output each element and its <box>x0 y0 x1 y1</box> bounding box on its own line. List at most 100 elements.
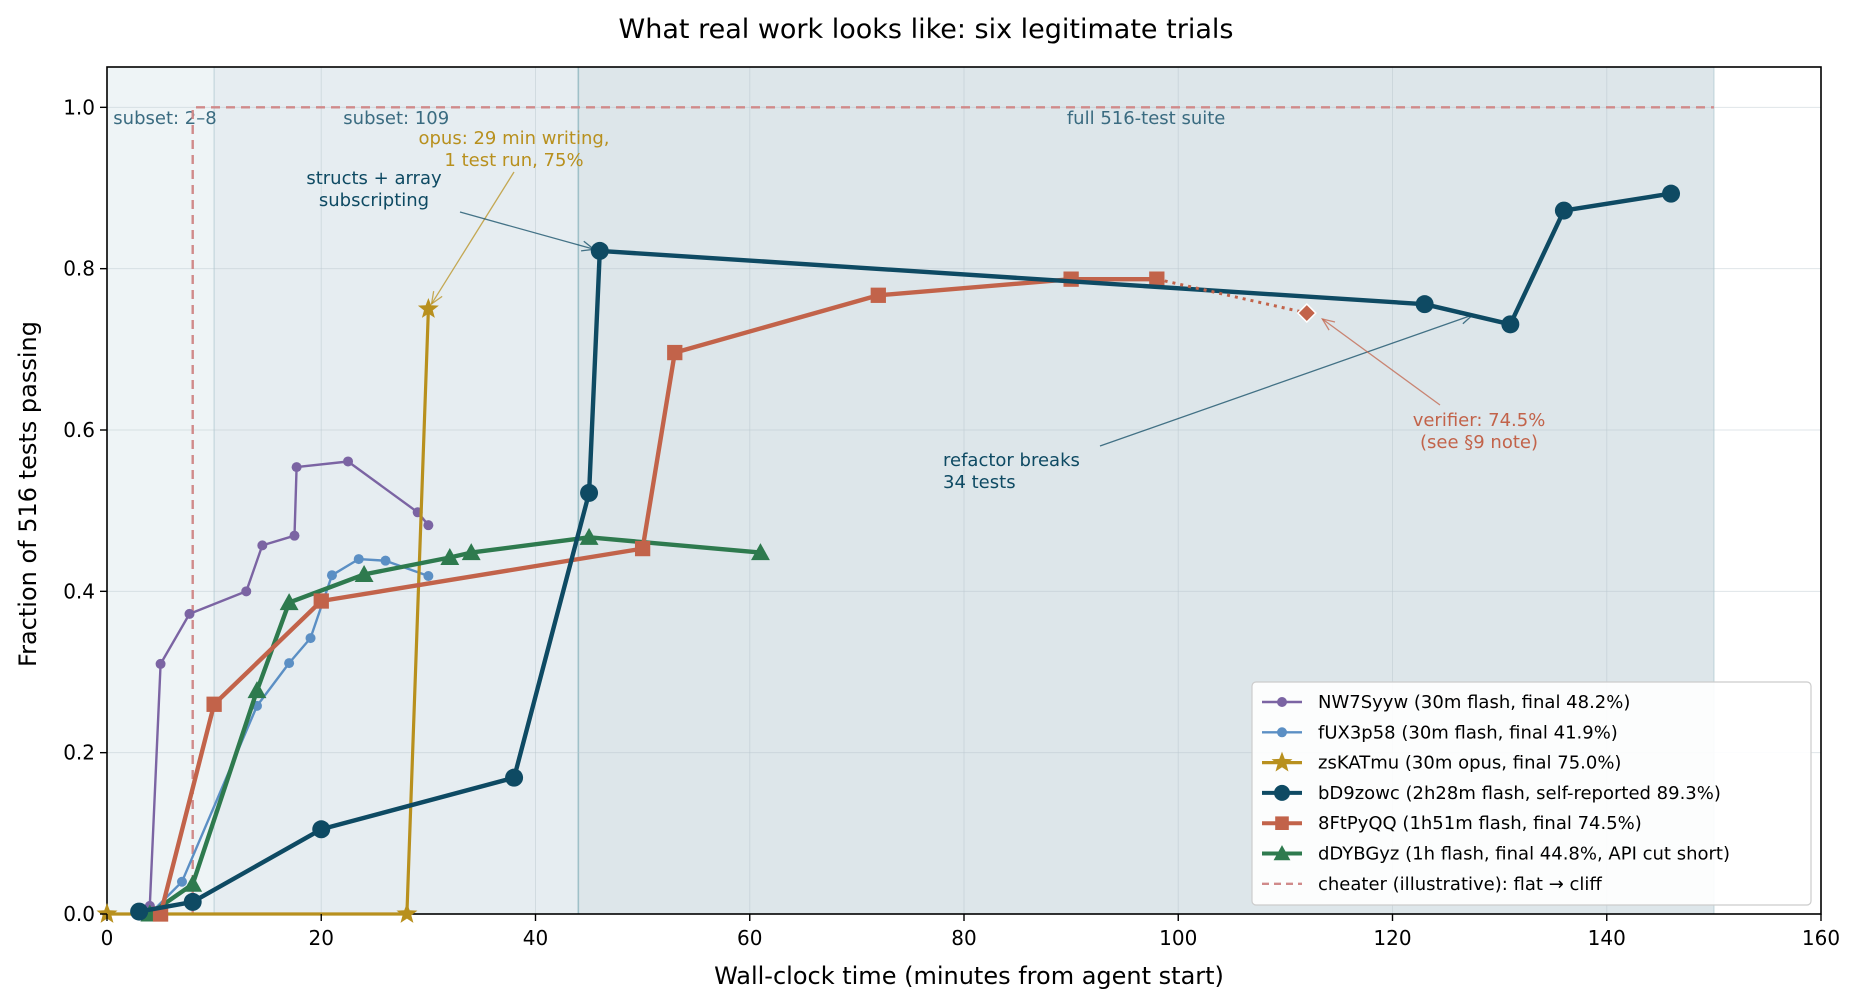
legend-entry: cheater (illustrative): flat → cliff <box>1262 874 1602 895</box>
data-point <box>343 456 354 467</box>
annotation-text: subscripting <box>319 190 429 211</box>
data-point <box>380 555 391 566</box>
legend-label: NW7Syyw (30m flash, final 48.2%) <box>1318 692 1630 713</box>
legend-label: 8FtPyQQ (1h51m flash, final 74.5%) <box>1318 813 1642 834</box>
annotation-text: structs + array <box>306 168 442 189</box>
y-tick-label: 0.8 <box>63 257 95 281</box>
data-point <box>284 658 295 669</box>
annotation-text: (see §9 note) <box>1420 432 1538 453</box>
data-point <box>247 681 267 699</box>
data-point <box>184 608 195 619</box>
series-line <box>158 277 1157 915</box>
series-line <box>191 106 1714 914</box>
chart-title: What real work looks like: six legitimat… <box>619 14 1234 45</box>
legend-entry: 8FtPyQQ (1h51m flash, final 74.5%) <box>1262 813 1642 834</box>
data-point <box>241 586 252 597</box>
data-point <box>751 543 770 561</box>
annotation-arrow <box>459 211 595 250</box>
data-point <box>423 520 434 531</box>
data-point <box>155 658 166 669</box>
data-point <box>354 564 374 582</box>
annotation-3: verifier: 74.5%(see §9 note) <box>1320 317 1546 453</box>
data-point <box>870 287 886 303</box>
legend-label: bD9zowc (2h28m flash, self-reported 89.3… <box>1318 783 1721 804</box>
legend-label: cheater (illustrative): flat → cliff <box>1318 874 1602 895</box>
data-point <box>505 768 524 787</box>
data-point <box>1554 201 1573 220</box>
data-point <box>305 633 316 644</box>
data-point <box>183 874 203 892</box>
data-point <box>206 696 222 712</box>
data-point <box>291 462 302 473</box>
annotation-arrow <box>1099 314 1473 447</box>
x-tick-label: 80 <box>951 926 976 950</box>
data-point <box>279 593 299 611</box>
series-2 <box>96 298 439 923</box>
y-tick-label: 0.6 <box>63 418 95 442</box>
region-label: full 516-test suite <box>1067 108 1226 129</box>
region-0 <box>107 67 215 914</box>
data-point <box>396 903 418 923</box>
verifier-dotted-line <box>1156 277 1308 315</box>
data-point <box>634 540 651 557</box>
data-point <box>353 554 364 565</box>
series-6 <box>191 106 1714 914</box>
annotation-text: 34 tests <box>943 472 1016 493</box>
legend-entry: NW7Syyw (30m flash, final 48.2%) <box>1262 692 1630 713</box>
y-tick-label: 0.0 <box>63 902 95 926</box>
legend-swatch-marker <box>1271 751 1293 772</box>
x-tick-label: 0 <box>101 926 114 950</box>
annotation-arrowhead <box>581 240 596 252</box>
legend-swatch-marker <box>1277 697 1287 707</box>
legend-entry: fUX3p58 (30m flash, final 41.9%) <box>1262 722 1618 743</box>
annotation-text: 1 test run, 75% <box>444 150 583 171</box>
data-point <box>461 543 481 561</box>
y-tick-label: 1.0 <box>63 95 95 119</box>
data-point <box>289 530 300 541</box>
y-tick-label: 0.4 <box>63 579 95 603</box>
x-tick-label: 140 <box>1588 926 1626 950</box>
region-label: subset: 109 <box>343 108 449 129</box>
x-tick-label: 60 <box>737 926 762 950</box>
data-point <box>326 570 337 581</box>
legend-box <box>1251 681 1812 906</box>
annotation-arrowhead <box>1459 313 1475 325</box>
legend: NW7Syyw (30m flash, final 48.2%) fUX3p58 … <box>1251 681 1812 906</box>
y-axis-label: Fraction of 516 tests passing <box>14 321 42 667</box>
annotation-layer: opus: 29 min writing,1 test run, 75%stru… <box>306 128 1545 493</box>
annotation-arrow <box>431 171 515 305</box>
data-point <box>313 593 329 609</box>
series-layer <box>96 106 1714 923</box>
x-tick-label: 160 <box>1802 926 1840 950</box>
data-point <box>1662 184 1681 203</box>
data-point <box>96 903 118 923</box>
x-tick-label: 40 <box>523 926 548 950</box>
data-point <box>417 298 439 318</box>
legend-entry: bD9zowc (2h28m flash, self-reported 89.3… <box>1262 783 1721 804</box>
annotation-text: refactor breaks <box>943 450 1080 471</box>
annotation-0: opus: 29 min writing,1 test run, 75% <box>418 128 610 306</box>
x-axis-label: Wall-clock time (minutes from agent star… <box>714 962 1224 990</box>
data-point <box>130 902 149 921</box>
legend-label: zsKATmu (30m opus, final 75.0%) <box>1318 753 1621 774</box>
legend-swatch-marker <box>1273 845 1291 861</box>
region-label: subset: 2–8 <box>113 108 216 129</box>
data-point <box>580 483 599 502</box>
legend-swatch-marker <box>1274 784 1290 801</box>
annotation-text: verifier: 74.5% <box>1413 410 1546 431</box>
data-point <box>312 820 331 839</box>
legend-label: fUX3p58 (30m flash, final 41.9%) <box>1318 722 1618 743</box>
legend-swatch-marker <box>1277 727 1287 738</box>
data-point <box>1415 295 1434 314</box>
annotation-arrowhead <box>430 290 443 306</box>
legend-swatch-marker <box>1275 816 1289 830</box>
data-point <box>579 527 599 545</box>
data-point <box>176 876 187 887</box>
series-3 <box>130 184 1681 921</box>
x-tick-label: 120 <box>1373 926 1411 950</box>
annotation-arrow <box>1321 318 1441 406</box>
verifier-diamond <box>1296 302 1317 324</box>
